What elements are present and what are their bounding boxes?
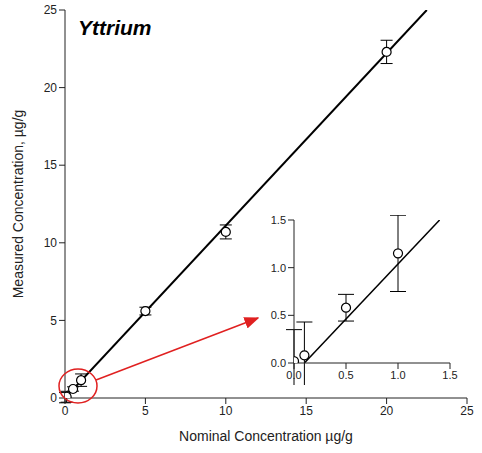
svg-text:0.0: 0.0: [286, 369, 301, 381]
svg-text:25: 25: [460, 404, 474, 418]
html-text:Yttrium: Yttrium: [78, 16, 152, 39]
svg-text:15: 15: [44, 158, 58, 172]
svg-text:Nominal Concentration µg/g: Nominal Concentration µg/g: [179, 428, 353, 444]
svg-text:10: 10: [44, 236, 58, 250]
svg-text:0: 0: [50, 391, 57, 405]
svg-text:20: 20: [380, 404, 394, 418]
svg-text:1.0: 1.0: [390, 369, 405, 381]
svg-text:0: 0: [62, 404, 69, 418]
svg-text:1.5: 1.5: [271, 215, 286, 226]
svg-text:5: 5: [50, 314, 57, 328]
svg-text:0.5: 0.5: [338, 369, 353, 381]
svg-text:15: 15: [300, 404, 314, 418]
svg-text:0.0: 0.0: [271, 357, 286, 369]
svg-text:1.0: 1.0: [271, 262, 286, 274]
svg-text:10: 10: [219, 404, 233, 418]
svg-text:20: 20: [44, 81, 58, 95]
svg-text:5: 5: [142, 404, 149, 418]
svg-text:Measured Concentration, µg/g: Measured Concentration, µg/g: [10, 110, 26, 299]
svg-text:0.5: 0.5: [271, 309, 286, 321]
svg-text:1.5: 1.5: [442, 369, 457, 381]
svg-text:25: 25: [44, 3, 58, 17]
